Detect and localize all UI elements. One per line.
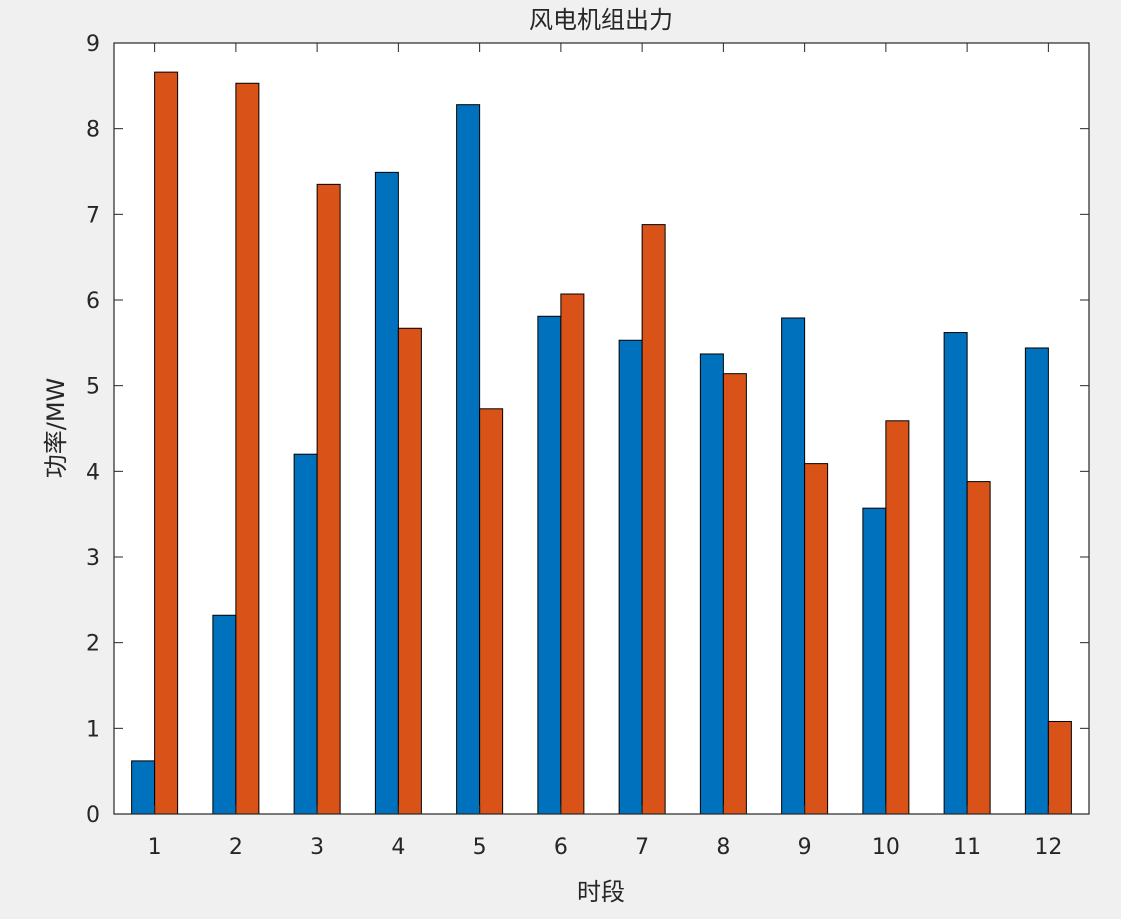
bar-series2-3 — [316, 183, 341, 815]
bar-series1-11 — [943, 332, 968, 815]
bar-series2-9 — [804, 463, 829, 815]
x-tick-label: 6 — [554, 835, 568, 860]
bar-series2-7 — [641, 224, 666, 815]
x-tick-label: 3 — [310, 835, 324, 860]
x-tick-label: 1 — [148, 835, 162, 860]
x-tick-label: 10 — [872, 835, 900, 860]
bar-series1-9 — [781, 317, 806, 815]
x-axis-label: 时段 — [577, 878, 625, 906]
bar-series2-1 — [154, 71, 179, 815]
y-tick-label: 7 — [86, 203, 100, 228]
x-tick-label: 9 — [798, 835, 812, 860]
x-tick-label: 12 — [1034, 835, 1062, 860]
bar-series1-5 — [456, 104, 481, 815]
bar-series1-3 — [293, 453, 318, 815]
bar-series2-10 — [885, 420, 910, 815]
y-tick-label: 3 — [86, 546, 100, 571]
bar-series1-2 — [212, 614, 237, 815]
axes-box — [113, 42, 1090, 815]
y-tick-label: 8 — [86, 118, 100, 143]
x-tick-label: 4 — [391, 835, 405, 860]
x-tick-label: 2 — [229, 835, 243, 860]
bar-series2-4 — [397, 327, 422, 815]
chart-title: 风电机组出力 — [529, 6, 673, 34]
bar-series2-12 — [1047, 720, 1072, 815]
y-tick-label: 1 — [86, 717, 100, 742]
y-tick-label: 9 — [86, 32, 100, 57]
bar-series1-6 — [537, 315, 562, 815]
bar-series1-8 — [699, 353, 724, 815]
bar-series1-10 — [862, 507, 887, 815]
bar-series1-4 — [374, 171, 399, 815]
y-axis-label: 功率/MW — [42, 378, 70, 479]
bar-series1-7 — [618, 339, 643, 815]
bars-layer — [131, 71, 1072, 815]
bar-series1-1 — [131, 760, 156, 815]
x-tick-label: 7 — [635, 835, 649, 860]
y-tick-label: 2 — [86, 632, 100, 657]
x-tick-label: 11 — [953, 835, 981, 860]
x-tick-label: 8 — [716, 835, 730, 860]
y-tick-label: 0 — [86, 803, 100, 828]
y-tick-label: 4 — [86, 460, 100, 485]
bar-series1-12 — [1024, 347, 1049, 815]
bar-series2-11 — [966, 481, 991, 815]
bar-series2-2 — [235, 82, 260, 815]
bar-series2-6 — [560, 293, 585, 815]
bar-series2-8 — [722, 373, 747, 815]
x-tick-label: 5 — [473, 835, 487, 860]
y-tick-label: 6 — [86, 289, 100, 314]
plot-area — [114, 43, 1089, 814]
bar-series2-5 — [479, 408, 504, 815]
y-tick-label: 5 — [86, 375, 100, 400]
